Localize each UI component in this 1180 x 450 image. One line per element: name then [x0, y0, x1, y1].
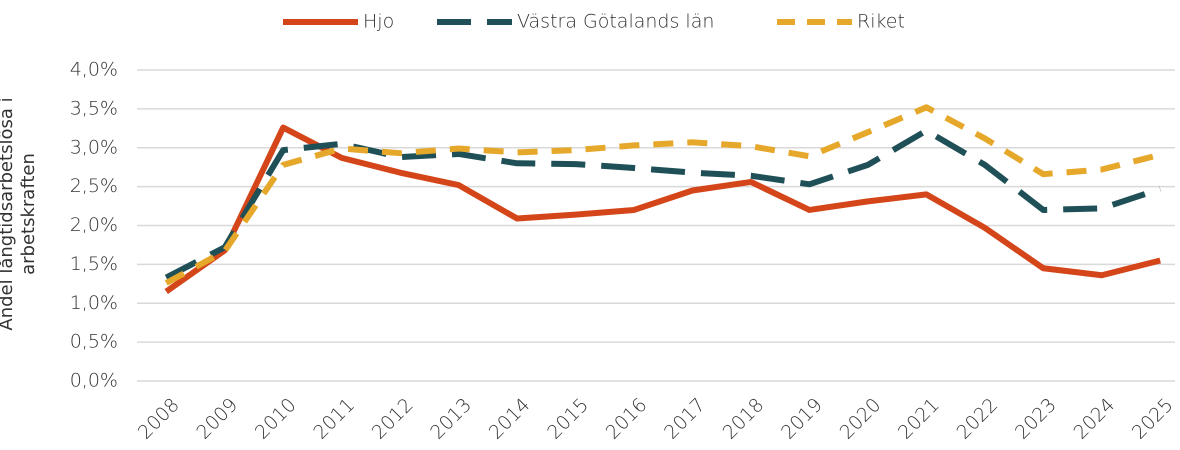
x-tick-label: 2018	[719, 394, 769, 444]
y-tick-label: 4,0%	[70, 59, 118, 81]
x-tick-label: 2010	[251, 394, 301, 444]
x-tick-label: 2013	[426, 394, 476, 444]
y-tick-label: 0,5%	[70, 331, 118, 353]
x-tick-label: 2017	[660, 394, 710, 444]
y-tick-label: 1,0%	[70, 292, 118, 314]
series-line	[164, 104, 1161, 286]
x-tick-label: 2024	[1069, 394, 1119, 444]
x-tick-label: 2021	[894, 394, 944, 444]
y-tick-label: 2,5%	[70, 175, 118, 197]
y-tick-label: 3,0%	[70, 136, 118, 158]
x-tick-label: 2011	[309, 394, 359, 444]
x-tick-label: 2009	[192, 394, 242, 444]
y-tick-label: 0,0%	[70, 370, 118, 392]
x-tick-label: 2015	[543, 394, 593, 444]
x-tick-label: 2022	[952, 394, 1002, 444]
x-tick-label: 2014	[485, 394, 535, 444]
x-tick-label: 2020	[836, 394, 886, 444]
y-tick-label: 1,5%	[70, 253, 118, 275]
y-axis-label: Andel långtidsarbetslösa i arbetskraften	[0, 97, 39, 331]
x-tick-label: 2016	[602, 394, 652, 444]
x-tick-label: 2008	[134, 394, 184, 444]
legend-label: Riket	[857, 11, 905, 33]
legend-label: Hjo	[363, 11, 394, 33]
x-tick-label: 2023	[1011, 394, 1061, 444]
y-tick-label: 3,5%	[70, 97, 118, 119]
x-tick-label: 2019	[777, 394, 827, 444]
y-tick-label: 2,0%	[70, 214, 118, 236]
x-tick-label: 2025	[1128, 394, 1178, 444]
legend-label: Västra Götalands län	[517, 11, 714, 33]
x-tick-label: 2012	[368, 394, 418, 444]
series-line	[164, 127, 1162, 281]
